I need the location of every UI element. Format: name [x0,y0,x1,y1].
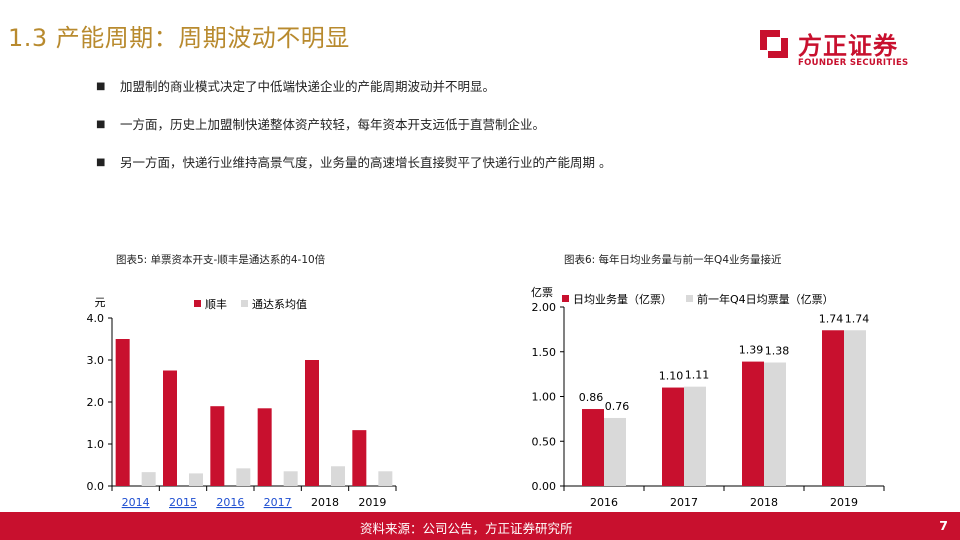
bar-2018-a [742,361,764,486]
bullet-marker: ■ [96,157,106,168]
y-tick-label: 3.0 [87,354,105,367]
bullet-text: 加盟制的商业模式决定了中低端快递企业的产能周期波动并不明显。 [120,79,496,94]
data-label: 1.11 [685,369,710,382]
data-label: 0.76 [605,400,630,413]
bar-2016-a [210,406,225,486]
bar-2014-b [141,472,156,486]
x-tick-label: 2018 [750,496,778,509]
bullet-text: 一方面，历史上加盟制快递整体资产较轻，每年资本开支远低于直营制企业。 [120,117,546,132]
data-label: 1.74 [845,312,870,325]
x-tick-label[interactable]: 2014 [122,496,150,509]
page-title: 1.3 产能周期：周期波动不明显 [8,24,350,52]
bar-2018-a [305,360,319,486]
data-label: 0.86 [579,391,604,404]
y-tick-label: 1.0 [87,438,105,451]
legend-label: 顺丰 [205,298,227,311]
data-label: 1.38 [765,344,790,357]
x-tick-label[interactable]: 2015 [169,496,197,509]
bar-2019-b [378,471,393,486]
y-tick-label: 0.50 [532,435,557,448]
legend-swatch [194,300,201,307]
y-tick-label: 1.50 [532,346,557,359]
bar-2019-a [822,330,844,486]
data-label: 1.39 [739,344,764,357]
source-note: 资料来源：公司公告，方正证券研究所 [360,521,573,536]
x-tick-label: 2018 [311,496,339,509]
legend-swatch [562,295,569,302]
bar-2017-b [283,471,298,486]
bar-2014-a [115,339,130,486]
x-tick-label: 2019 [358,496,386,509]
company-logo: 方正证券 FOUNDER SECURITIES [756,26,916,70]
bar-2019-b [844,330,866,486]
legend-label: 日均业务量（亿票） [573,293,672,306]
y-tick-label: 1.00 [532,391,557,404]
bar-2015-b [189,473,203,486]
chart5-caption: 图表5: 单票资本开支-顺丰是通达系的4-10倍 [116,254,326,266]
bar-2016-b [236,468,251,486]
chart6-daily-volume: 0.00 0.50 1.00 1.50 2.00 2016 2017 2018 2019 亿票 0.… [531,286,885,509]
logo-text-cn: 方正证券 [798,32,898,60]
data-label: 1.74 [819,312,844,325]
legend-label: 前一年Q4日均票量（亿票） [697,292,834,306]
footer-bar: 资料来源：公司公告，方正证券研究所 7 [0,512,960,540]
founder-logo-icon [760,30,788,58]
bar-2016-a [582,409,604,486]
chart5-capex-per-parcel: 0.0 1.0 2.0 3.0 4.0 2014 2015 2016 2017 2018 2019 元… [87,296,397,509]
bullet-marker: ■ [96,119,106,130]
bar-2017-b [684,386,706,486]
bar-2017-a [662,387,684,486]
bar-2016-b [604,417,626,486]
bar-2019-a [352,430,367,486]
y-tick-label: 4.0 [87,312,105,325]
y-axis-unit: 亿票 [531,286,553,299]
bar-2018-b [764,362,786,486]
page-number: 7 [939,518,948,533]
logo-text-en: FOUNDER SECURITIES [798,58,909,68]
bar-2018-b [331,466,345,486]
y-axis-unit: 元 [95,296,106,309]
legend-swatch [241,300,248,307]
y-tick-label: 2.0 [87,396,105,409]
x-tick-label: 2017 [670,496,698,509]
y-tick-label: 0.00 [532,480,557,493]
bullet-marker: ■ [96,81,106,92]
bar-2017-a [257,408,272,486]
y-tick-label: 0.0 [87,480,105,493]
x-tick-label[interactable]: 2017 [264,496,292,509]
x-tick-label: 2019 [830,496,858,509]
legend-swatch [686,295,693,302]
y-tick-label: 2.00 [532,301,557,314]
bullet-text: 另一方面，快递行业维持高景气度，业务量的高速增长直接熨平了快递行业的产能周期 。 [120,155,612,170]
x-tick-label: 2016 [590,496,618,509]
bar-2015-a [163,370,177,486]
x-tick-label[interactable]: 2016 [216,496,244,509]
data-label: 1.10 [659,370,684,383]
legend-label: 通达系均值 [252,298,307,311]
chart6-caption: 图表6: 每年日均业务量与前一年Q4业务量接近 [564,254,782,266]
